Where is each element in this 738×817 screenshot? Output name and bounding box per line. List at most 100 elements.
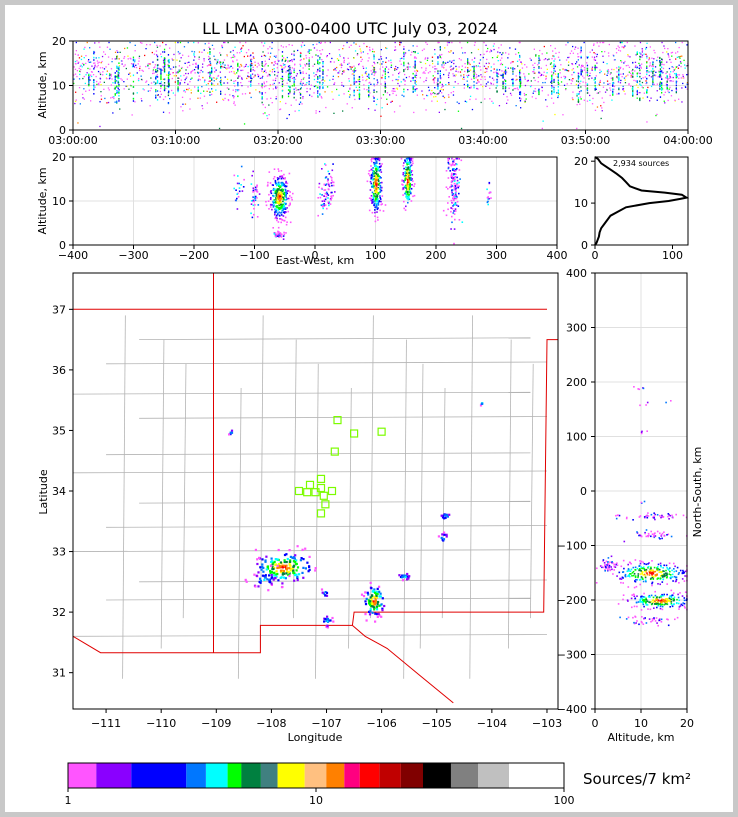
source-point <box>439 56 441 58</box>
source-point <box>648 570 651 573</box>
source-point <box>616 67 618 69</box>
source-point <box>412 66 415 68</box>
source-point <box>371 173 374 175</box>
source-point <box>372 201 374 204</box>
source-point <box>308 49 310 51</box>
source-point <box>117 51 119 53</box>
source-point <box>408 161 411 164</box>
plan-view-ytick-label: 36 <box>52 364 66 377</box>
source-point <box>406 193 409 195</box>
source-point <box>628 574 630 576</box>
source-point <box>224 93 226 96</box>
source-point <box>634 576 637 578</box>
source-point <box>135 66 138 69</box>
source-point <box>237 65 239 67</box>
source-point <box>169 98 171 100</box>
source-point <box>502 83 504 86</box>
plan-view-panel: −111 −110 −109 −108 −107 −106 −105 −104 −1033132… <box>37 272 562 744</box>
source-point <box>604 51 606 53</box>
source-point <box>293 76 295 79</box>
source-point <box>313 63 316 65</box>
source-point <box>289 191 291 193</box>
source-point <box>411 184 413 186</box>
source-point <box>485 44 487 46</box>
source-point <box>142 88 144 90</box>
source-point <box>223 82 225 84</box>
source-point <box>225 67 227 69</box>
source-point <box>291 44 293 46</box>
source-point <box>373 85 376 87</box>
source-point <box>635 64 637 67</box>
source-point <box>384 82 386 85</box>
source-point <box>332 163 334 165</box>
source-point <box>648 574 651 576</box>
source-point <box>373 54 375 56</box>
source-point <box>490 70 492 72</box>
source-point <box>90 71 93 73</box>
source-point <box>477 81 479 83</box>
source-point <box>642 87 644 89</box>
source-point <box>349 94 351 96</box>
source-point <box>284 177 286 179</box>
source-point <box>450 185 453 188</box>
source-point <box>374 601 377 604</box>
source-point <box>192 63 194 65</box>
source-point <box>279 207 281 210</box>
source-point <box>74 53 77 55</box>
source-point <box>287 210 289 213</box>
source-point <box>373 69 375 71</box>
source-point <box>152 69 155 71</box>
source-point <box>369 174 371 177</box>
source-point <box>281 80 284 83</box>
source-point <box>262 51 264 53</box>
source-point <box>300 80 302 83</box>
source-point <box>276 219 278 222</box>
source-point <box>280 576 283 579</box>
source-point <box>627 54 629 56</box>
source-point <box>131 66 134 68</box>
source-point <box>581 64 583 66</box>
source-point <box>404 83 406 86</box>
source-point <box>654 74 657 77</box>
source-point <box>539 75 542 77</box>
source-point <box>299 101 302 104</box>
source-point <box>160 81 163 83</box>
source-point <box>658 71 660 73</box>
source-point <box>319 75 321 77</box>
source-point <box>290 75 292 77</box>
source-point <box>408 575 411 578</box>
source-point <box>97 62 99 64</box>
source-point <box>655 114 657 117</box>
source-point <box>208 80 210 83</box>
altitude-ns-grid <box>594 272 688 710</box>
source-point <box>672 80 674 82</box>
source-point <box>240 82 242 84</box>
source-point <box>453 86 455 88</box>
source-point <box>281 68 284 71</box>
source-point <box>247 65 249 68</box>
source-point <box>563 75 565 78</box>
source-point <box>440 536 443 539</box>
source-point <box>199 79 201 81</box>
source-point <box>285 194 287 197</box>
source-point <box>184 91 186 93</box>
source-point <box>287 190 290 192</box>
source-point <box>495 87 497 89</box>
source-point <box>180 75 182 77</box>
source-point <box>265 71 267 74</box>
source-point <box>493 68 495 70</box>
source-point <box>453 168 456 170</box>
source-point <box>222 66 224 68</box>
source-point <box>283 208 286 210</box>
source-point <box>452 160 454 163</box>
source-point <box>327 69 329 71</box>
source-point <box>576 93 578 95</box>
source-point <box>596 62 598 64</box>
source-point <box>671 89 673 92</box>
source-point <box>618 79 620 81</box>
source-point <box>291 198 293 201</box>
source-point <box>377 187 380 189</box>
source-point <box>307 51 309 53</box>
source-point <box>634 66 637 68</box>
source-point <box>496 75 498 77</box>
